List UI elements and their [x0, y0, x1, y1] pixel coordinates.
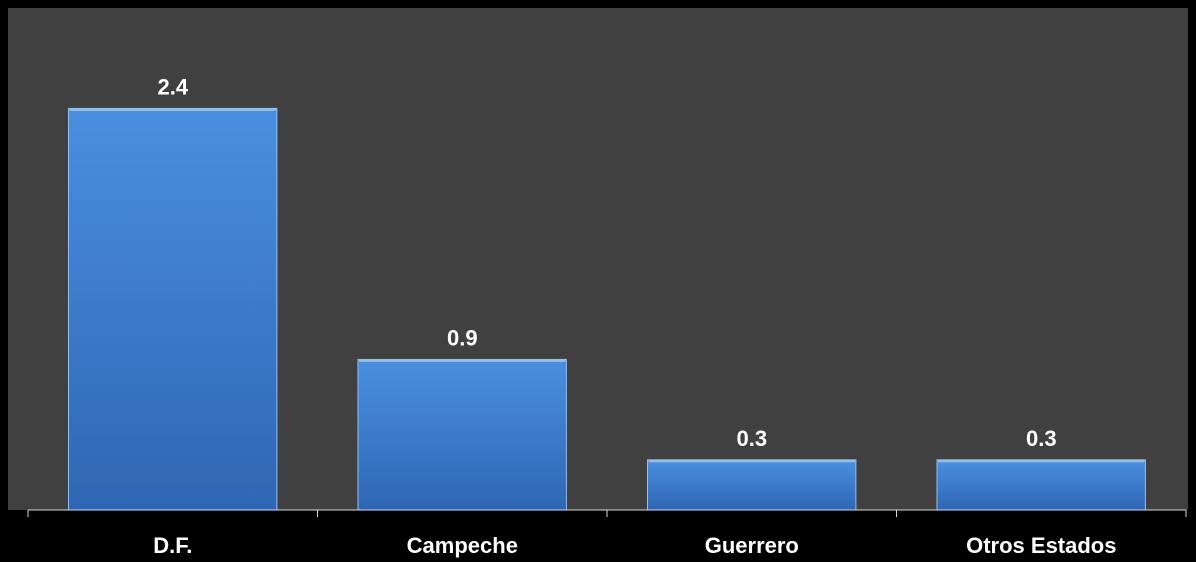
- category-label: Guerrero: [705, 533, 799, 558]
- data-label: 0.3: [737, 426, 768, 451]
- category-label: Campeche: [407, 533, 518, 558]
- bar-guerrero: [647, 459, 857, 511]
- bar-otros-estados: [936, 459, 1146, 511]
- data-label: 0.3: [1026, 426, 1057, 451]
- bar-campeche: [357, 358, 567, 511]
- bars-group: [68, 107, 1146, 511]
- bar-d-f: [68, 107, 278, 511]
- category-labels-group: D.F. Campeche Guerrero Otros Estados: [153, 533, 1116, 558]
- category-label: Otros Estados: [966, 533, 1116, 558]
- data-label: 2.4: [158, 74, 189, 99]
- x-axis-ticks: [27, 510, 1187, 517]
- data-labels-group: 2.4 0.9 0.3 0.3: [158, 74, 1057, 450]
- category-label: D.F.: [153, 533, 192, 558]
- data-label: 0.9: [447, 325, 478, 350]
